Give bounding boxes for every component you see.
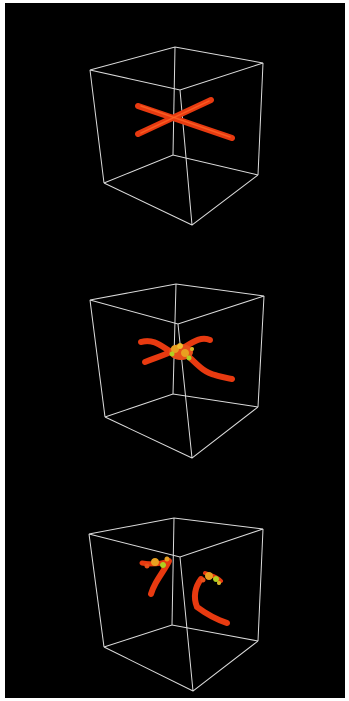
- panel-separated-tubes: [5, 469, 345, 701]
- panel-reconnecting-tubes: [5, 236, 345, 468]
- vortex-tube-right: [191, 571, 230, 626]
- wireframe-cube: [89, 283, 265, 459]
- cube-scene-1: [89, 46, 264, 226]
- vortex-tube-left: [139, 556, 172, 597]
- wireframe-cube: [89, 46, 264, 226]
- cube-scene-2: [89, 283, 265, 459]
- panel-crossed-tubes: [5, 3, 345, 235]
- cube-scene-3: [88, 517, 264, 692]
- reconnection-blob: [169, 343, 194, 361]
- image-frame: [5, 3, 345, 698]
- wireframe-cube: [88, 517, 264, 692]
- vortex-tubes: [135, 97, 235, 141]
